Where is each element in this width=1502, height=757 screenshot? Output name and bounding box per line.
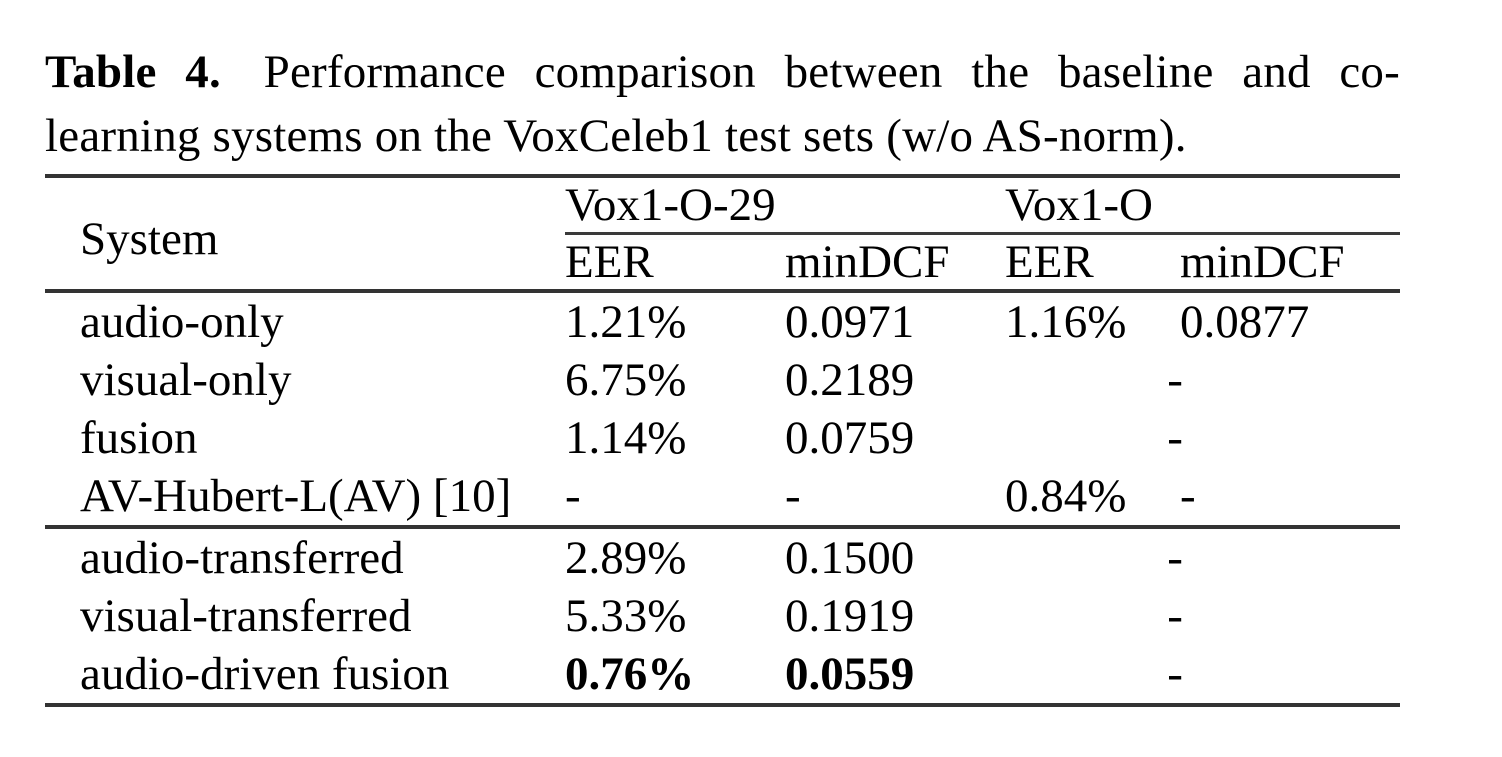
table-caption: Table 4. Performance comparison between …	[45, 40, 1400, 168]
table-caption-line1: Table 4. Performance comparison between …	[45, 40, 1400, 104]
cell-vox1-o-dash: -	[1167, 532, 1183, 584]
table-row-fusion: fusion 1.14% 0.0759 -	[45, 409, 1400, 467]
paper-page: Table 4. Performance comparison between …	[45, 40, 1401, 707]
cell-eer-vox1-o: 0.84%	[1005, 467, 1181, 529]
table-row-av-hubert: AV-Hubert-L(AV) [10] - - 0.84% -	[45, 467, 1401, 529]
cell-eer-vox1-o-29: 5.33%	[565, 590, 687, 642]
cell-vox1-o-dash: -	[1167, 354, 1183, 406]
cell-eer-vox1-o-29: 0.76%	[565, 648, 695, 700]
cell-mindcf-vox1-o-29: 0.1919	[785, 590, 915, 642]
col-header-eer-vox1-o: EER	[1005, 233, 1181, 293]
cell-eer-vox1-o-29: -	[565, 467, 785, 529]
table-caption-line2: learning systems on the VoxCeleb1 test s…	[45, 110, 1187, 162]
cell-system: audio-driven fusion	[80, 648, 450, 700]
header-group-row: System Vox1-O-29 Vox1-O	[45, 176, 1401, 293]
cell-mindcf-vox1-o-29: 0.1500	[785, 532, 915, 584]
cell-mindcf-vox1-o-29: 0.0971	[785, 296, 915, 348]
cell-eer-vox1-o-29: 2.89%	[565, 532, 687, 584]
cell-eer-vox1-o: 1.16%	[1005, 296, 1127, 348]
col-header-mindcf-vox1-o: minDCF	[1180, 233, 1401, 293]
table-caption-text: Performance comparison between the basel…	[263, 46, 1400, 98]
cell-vox1-o-dash: -	[1167, 590, 1183, 642]
cell-mindcf-vox1-o: 0.0877	[1180, 296, 1310, 348]
cell-vox1-o-dash: -	[1167, 648, 1183, 700]
header-subcolumn-row: EER minDCF EER minDCF	[45, 233, 1401, 293]
cell-system: audio-only	[80, 296, 284, 348]
cell-eer-vox1-o-29: 6.75%	[565, 354, 687, 406]
table-row-audio-only: audio-only 1.21% 0.0971 1.16% 0.0877	[45, 291, 1400, 351]
cell-eer-vox1-o-29: 1.14%	[565, 412, 687, 464]
table-row-visual-only: visual-only 6.75% 0.2189 -	[45, 351, 1400, 409]
col-group-vox1-o: Vox1-O	[1005, 176, 1401, 235]
cell-mindcf-vox1-o: -	[1180, 467, 1401, 529]
table-caption-label: Table 4.	[45, 46, 221, 98]
cell-mindcf-vox1-o-29: 0.0759	[785, 412, 915, 464]
col-header-mindcf-vox1-o-29: minDCF	[785, 233, 1006, 293]
cell-system: fusion	[80, 412, 198, 464]
cell-mindcf-vox1-o-29: 0.2189	[785, 354, 915, 406]
cell-vox1-o-dash: -	[1167, 412, 1183, 464]
results-table: System Vox1-O-29 Vox1-O EER minDCF EER m…	[45, 174, 1401, 707]
cell-system: visual-transferred	[80, 590, 412, 642]
cell-eer-vox1-o-29: 1.21%	[565, 296, 687, 348]
cell-system: audio-transferred	[80, 532, 404, 584]
table-row-audio-transferred: audio-transferred 2.89% 0.1500 -	[45, 527, 1400, 587]
cell-mindcf-vox1-o-29: -	[785, 467, 1006, 529]
col-header-eer-vox1-o-29: EER	[565, 233, 785, 293]
col-group-vox1-o-29: Vox1-O-29	[565, 176, 1006, 235]
table-row-audio-driven-fusion: audio-driven fusion 0.76% 0.0559 -	[45, 645, 1400, 705]
cell-system: visual-only	[80, 354, 292, 406]
col-header-system: System	[45, 176, 565, 293]
cell-system: AV-Hubert-L(AV) [10]	[45, 467, 565, 529]
cell-mindcf-vox1-o-29: 0.0559	[785, 648, 915, 700]
table-row-visual-transferred: visual-transferred 5.33% 0.1919 -	[45, 587, 1400, 645]
